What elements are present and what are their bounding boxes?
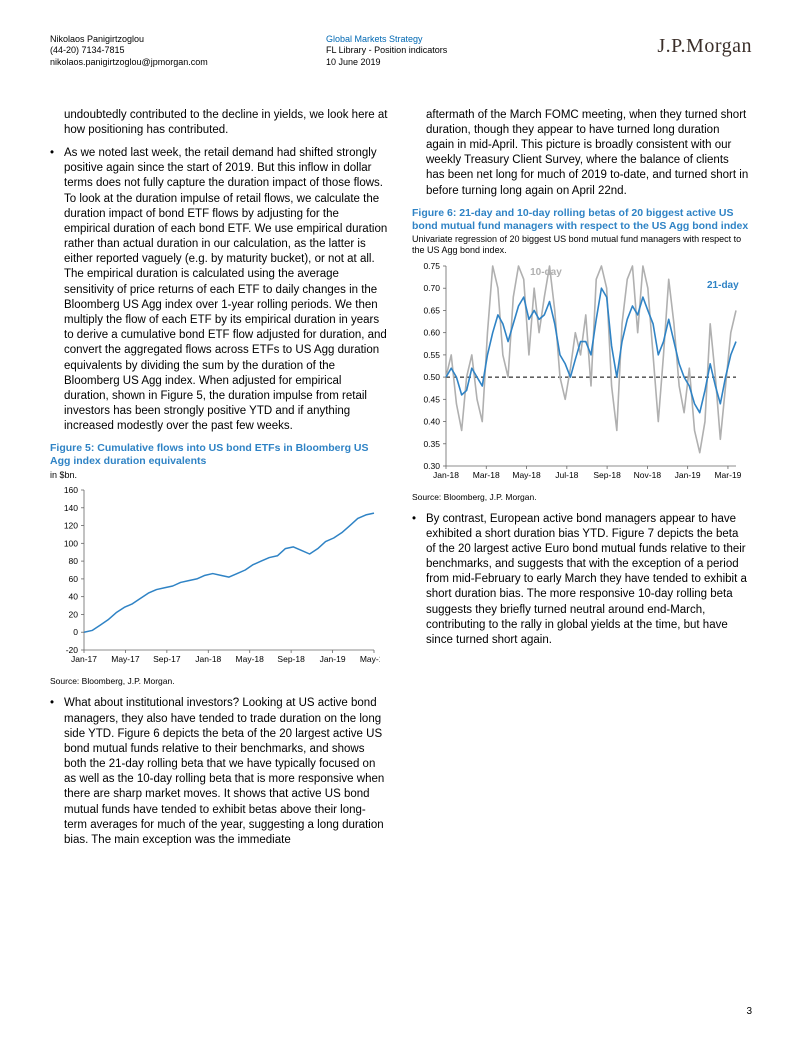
svg-text:Sep-18: Sep-18 bbox=[277, 654, 305, 664]
fig6-source: Source: Bloomberg, J.P. Morgan. bbox=[412, 492, 750, 502]
svg-text:Jan-19: Jan-19 bbox=[320, 654, 346, 664]
svg-text:Jan-19: Jan-19 bbox=[675, 470, 701, 480]
svg-text:21-day: 21-day bbox=[707, 280, 739, 291]
page-number: 3 bbox=[746, 1006, 752, 1017]
right-continuation: aftermath of the March FOMC meeting, whe… bbox=[412, 108, 750, 199]
svg-text:0.60: 0.60 bbox=[423, 327, 440, 337]
svg-text:0.45: 0.45 bbox=[423, 394, 440, 404]
content-columns: undoubtedly contributed to the decline i… bbox=[50, 108, 752, 856]
svg-text:140: 140 bbox=[64, 503, 78, 513]
svg-text:60: 60 bbox=[69, 574, 79, 584]
svg-text:0: 0 bbox=[73, 628, 78, 638]
svg-text:Jan-17: Jan-17 bbox=[71, 654, 97, 664]
figure-6-chart: 0.300.350.400.450.500.550.600.650.700.75… bbox=[412, 260, 750, 490]
fig6-title: Figure 6: 21-day and 10-day rolling beta… bbox=[412, 207, 750, 233]
page: Nikolaos Panigirtzoglou (44-20) 7134-781… bbox=[0, 0, 802, 1037]
right-column: aftermath of the March FOMC meeting, whe… bbox=[412, 108, 750, 856]
left-column: undoubtedly contributed to the decline i… bbox=[50, 108, 388, 856]
svg-text:Mar-18: Mar-18 bbox=[473, 470, 500, 480]
svg-text:40: 40 bbox=[69, 592, 79, 602]
author-name: Nikolaos Panigirtzoglou bbox=[50, 34, 300, 45]
svg-text:Sep-17: Sep-17 bbox=[153, 654, 181, 664]
svg-text:0.40: 0.40 bbox=[423, 416, 440, 426]
svg-text:May-19: May-19 bbox=[360, 654, 380, 664]
right-bullet-1: By contrast, European active bond manage… bbox=[412, 512, 750, 649]
svg-text:0.50: 0.50 bbox=[423, 372, 440, 382]
author-phone: (44-20) 7134-7815 bbox=[50, 45, 300, 56]
figure-5-chart: -20020406080100120140160Jan-17May-17Sep-… bbox=[50, 484, 388, 674]
fig6-subtitle: Univariate regression of 20 biggest US b… bbox=[412, 234, 750, 256]
svg-text:0.75: 0.75 bbox=[423, 261, 440, 271]
svg-text:Jul-18: Jul-18 bbox=[555, 470, 578, 480]
svg-text:Sep-18: Sep-18 bbox=[593, 470, 621, 480]
svg-text:0.35: 0.35 bbox=[423, 438, 440, 448]
fig5-title: Figure 5: Cumulative flows into US bond … bbox=[50, 442, 388, 468]
svg-text:0.65: 0.65 bbox=[423, 305, 440, 315]
svg-text:Jan-18: Jan-18 bbox=[195, 654, 221, 664]
svg-text:May-17: May-17 bbox=[111, 654, 140, 664]
header-doc: Global Markets Strategy FL Library - Pos… bbox=[326, 34, 526, 68]
svg-text:10-day: 10-day bbox=[530, 267, 562, 278]
svg-text:May-18: May-18 bbox=[236, 654, 265, 664]
svg-text:Nov-18: Nov-18 bbox=[634, 470, 662, 480]
header: Nikolaos Panigirtzoglou (44-20) 7134-781… bbox=[50, 34, 752, 68]
left-bullet-2: What about institutional investors? Look… bbox=[50, 696, 388, 848]
brand-logo: J.P.Morgan bbox=[552, 34, 752, 68]
svg-text:May-18: May-18 bbox=[512, 470, 541, 480]
svg-text:100: 100 bbox=[64, 539, 78, 549]
author-email: nikolaos.panigirtzoglou@jpmorgan.com bbox=[50, 57, 300, 68]
svg-text:80: 80 bbox=[69, 557, 79, 567]
department: Global Markets Strategy bbox=[326, 34, 526, 45]
fig5-source: Source: Bloomberg, J.P. Morgan. bbox=[50, 676, 388, 686]
fig5-subtitle: in $bn. bbox=[50, 470, 388, 481]
header-author: Nikolaos Panigirtzoglou (44-20) 7134-781… bbox=[50, 34, 300, 68]
left-bullet-1: As we noted last week, the retail demand… bbox=[50, 146, 388, 434]
svg-text:Jan-18: Jan-18 bbox=[433, 470, 459, 480]
left-intro: undoubtedly contributed to the decline i… bbox=[50, 108, 388, 138]
svg-text:Mar-19: Mar-19 bbox=[714, 470, 741, 480]
svg-text:0.70: 0.70 bbox=[423, 283, 440, 293]
svg-text:20: 20 bbox=[69, 610, 79, 620]
svg-text:160: 160 bbox=[64, 485, 78, 495]
svg-text:120: 120 bbox=[64, 521, 78, 531]
svg-text:0.55: 0.55 bbox=[423, 350, 440, 360]
doc-title: FL Library - Position indicators bbox=[326, 45, 526, 56]
doc-date: 10 June 2019 bbox=[326, 57, 526, 68]
